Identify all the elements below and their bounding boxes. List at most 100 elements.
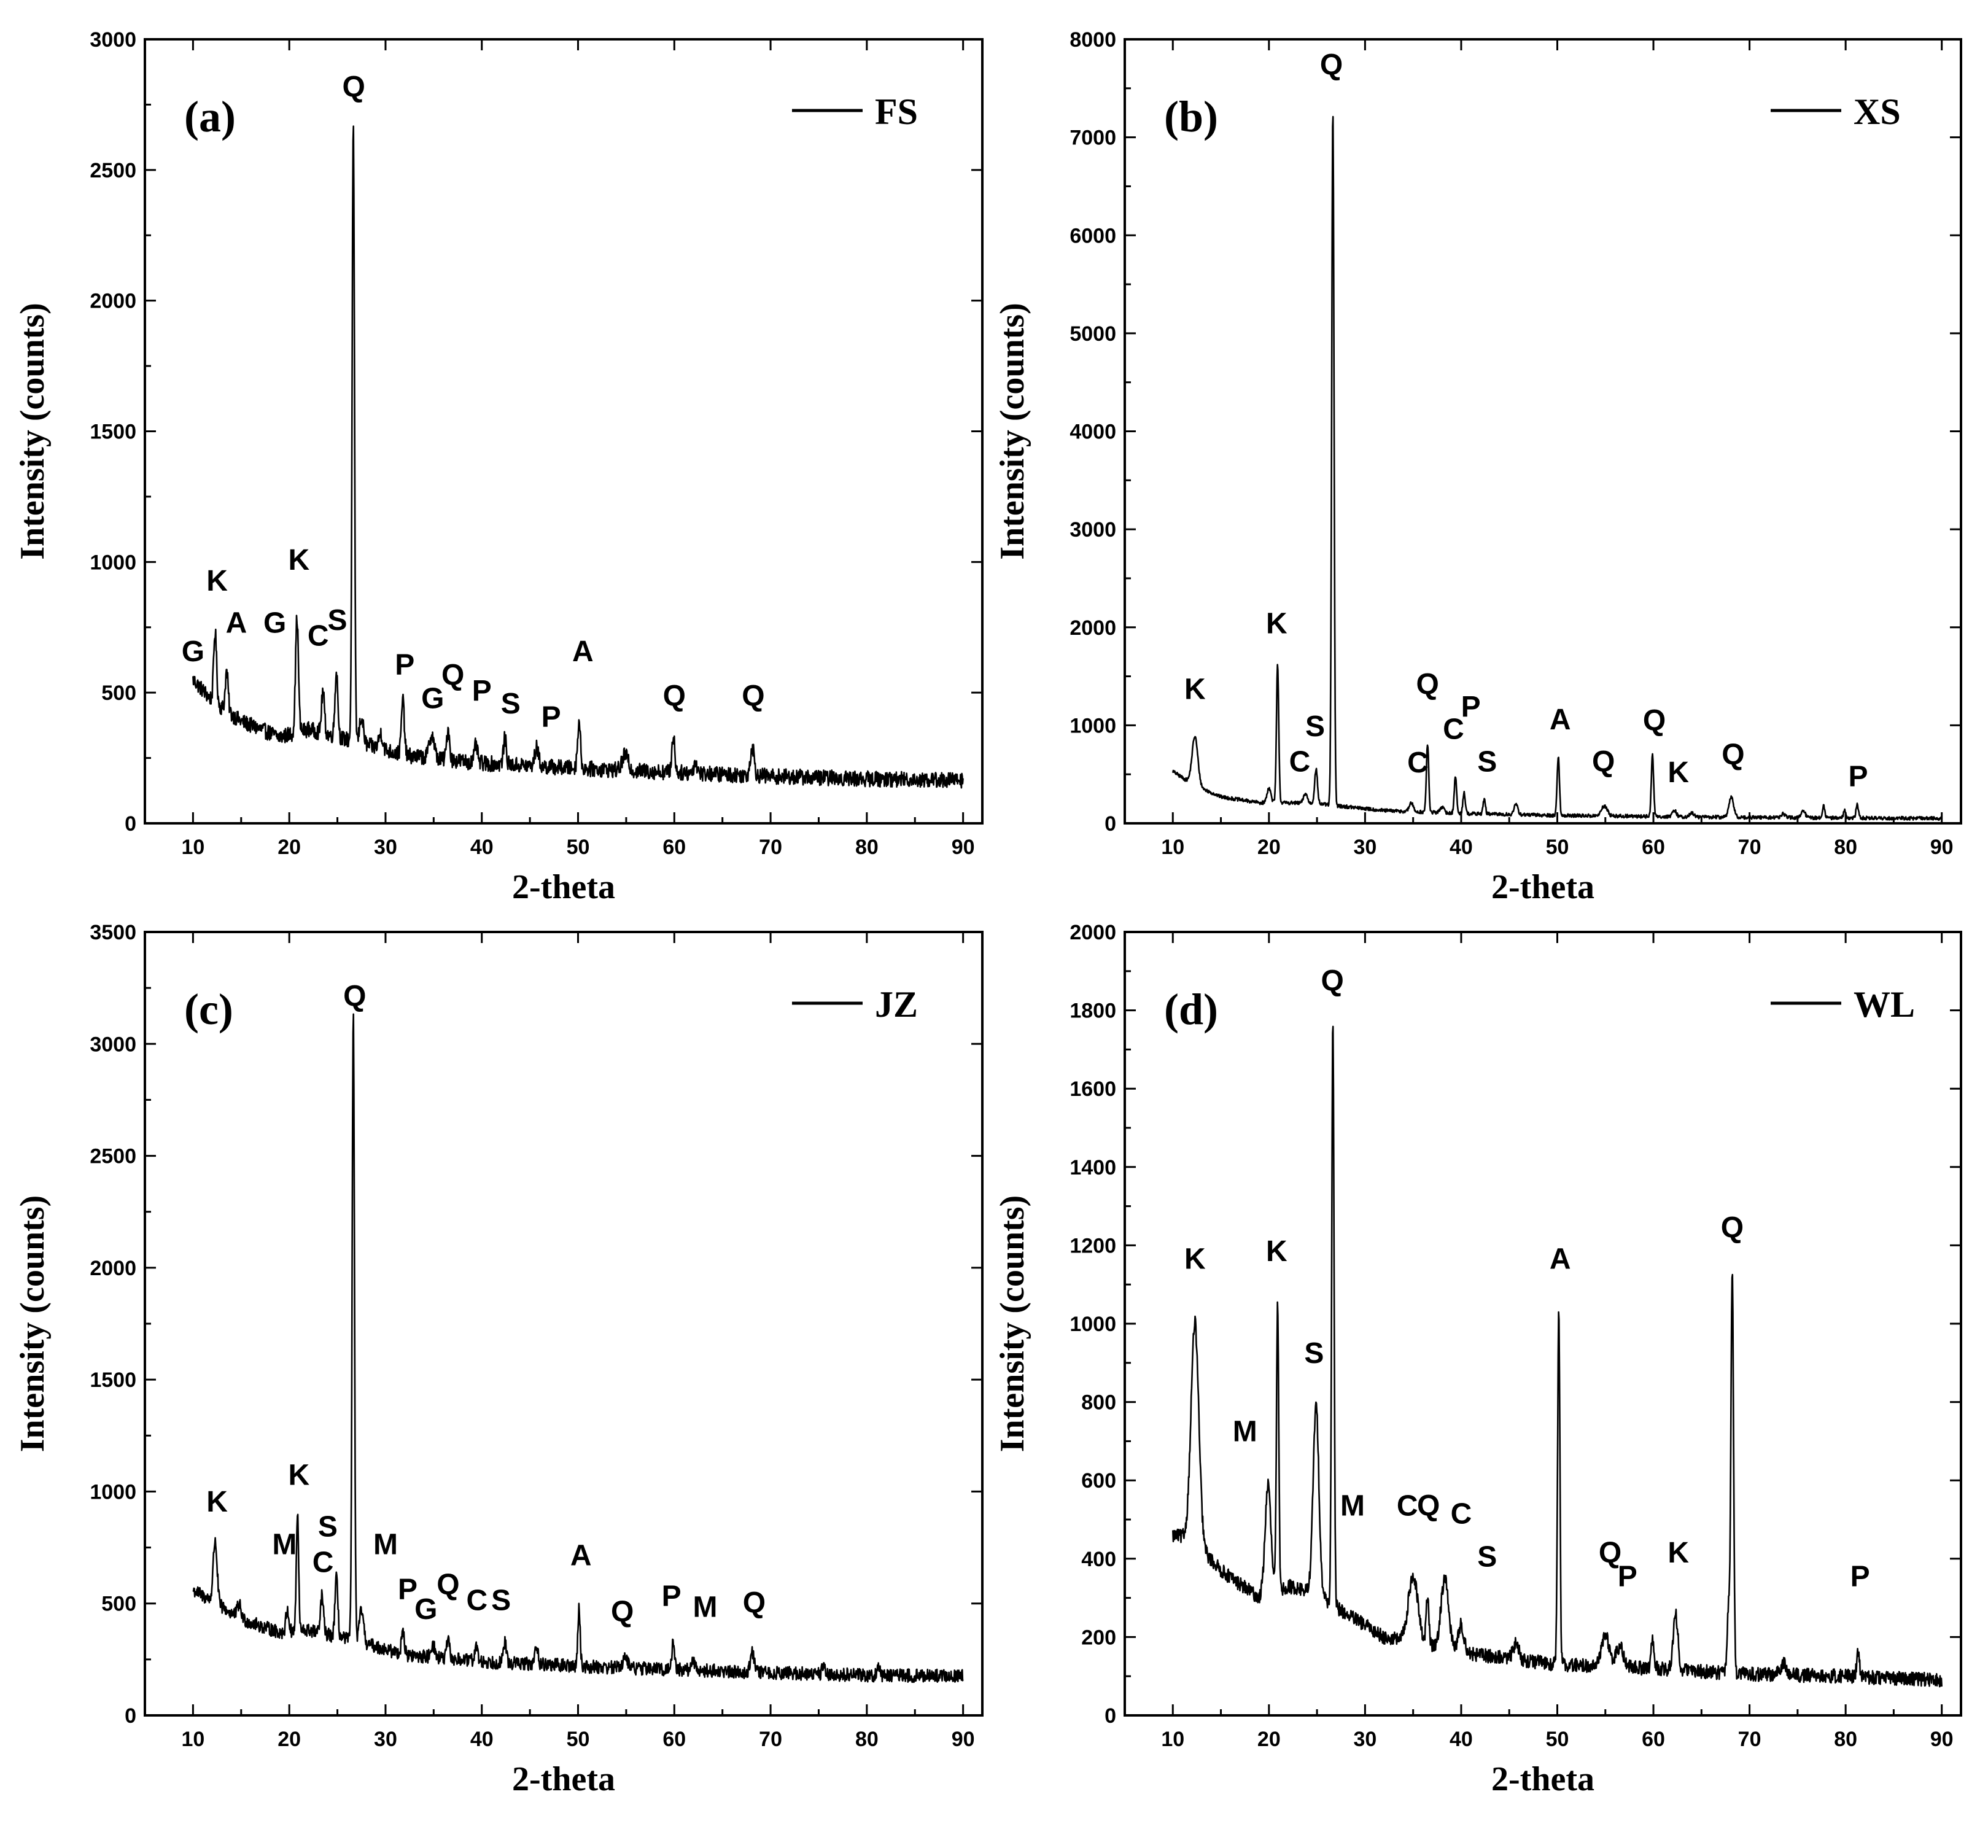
x-tick-label: 70 xyxy=(759,836,782,859)
peak-label: A xyxy=(570,1540,592,1572)
peak-label: K xyxy=(1266,1235,1287,1268)
x-tick-label: 20 xyxy=(1257,836,1281,859)
x-tick-label: 40 xyxy=(1450,836,1473,859)
peak-label: Q xyxy=(437,1569,459,1601)
y-axis-label: Intensity (counts) xyxy=(14,303,52,559)
peak-label: C xyxy=(1289,745,1311,778)
x-tick-label: 10 xyxy=(1161,1728,1184,1751)
y-tick-label: 2000 xyxy=(1070,616,1116,640)
xrd-series-XS xyxy=(1172,115,1943,821)
y-tick-label: 3000 xyxy=(1070,518,1116,542)
peak-label: C xyxy=(1451,1497,1472,1530)
y-tick-label: 1000 xyxy=(90,551,136,574)
peak-label: P xyxy=(1618,1560,1637,1593)
y-tick-label: 400 xyxy=(1081,1548,1116,1571)
peak-label: K xyxy=(289,544,310,577)
y-tick-label: 2500 xyxy=(90,159,136,182)
y-tick-label: 3000 xyxy=(90,1033,136,1056)
panel-label: (c) xyxy=(184,985,233,1034)
y-tick-label: 1200 xyxy=(1070,1234,1116,1257)
y-tick-label: 8000 xyxy=(1070,28,1116,52)
peak-label: Q xyxy=(1416,668,1439,701)
x-tick-label: 50 xyxy=(567,836,590,859)
chart-panel-d: 10 20 30 40 50 60 70 80 90 0 200 400 600 800 1000 1200 1… xyxy=(993,921,1962,1798)
y-tick-label: 7000 xyxy=(1070,126,1116,150)
chart-panel-c: 10 20 30 40 50 60 70 80 90 0 500 1000 1500 2000 2500 30… xyxy=(14,921,984,1798)
peak-label: K xyxy=(206,1486,228,1518)
y-tick-label: 600 xyxy=(1081,1469,1116,1493)
peak-label: Q xyxy=(1592,745,1615,778)
peak-label: S xyxy=(328,604,348,637)
x-tick-label: 40 xyxy=(1450,1728,1473,1751)
x-tick-label: 80 xyxy=(1834,836,1857,859)
peak-label: K xyxy=(1668,1537,1689,1569)
peak-label: Q xyxy=(663,680,686,712)
peak-label: P xyxy=(472,675,492,707)
x-tick-label: 40 xyxy=(470,1728,494,1751)
y-tick-label: 1000 xyxy=(1070,714,1116,737)
peak-label: Q xyxy=(742,680,764,712)
x-tick-label: 30 xyxy=(1353,836,1376,859)
peak-label: A xyxy=(1550,1243,1571,1276)
x-axis-label: 2-theta xyxy=(512,1760,615,1798)
y-tick-label: 0 xyxy=(1105,1704,1116,1728)
y-tick-label: 1400 xyxy=(1070,1156,1116,1179)
peak-label: C xyxy=(308,620,329,653)
x-tick-label: 40 xyxy=(470,836,494,859)
x-tick-label: 30 xyxy=(374,836,397,859)
peak-label: C xyxy=(1407,747,1429,779)
peak-label: S xyxy=(1304,1337,1324,1370)
y-tick-label: 4000 xyxy=(1070,421,1116,444)
peak-label: K xyxy=(1184,1243,1206,1276)
peak-label: Q xyxy=(343,980,366,1012)
peak-label: G xyxy=(421,683,444,715)
panel-label: (b) xyxy=(1164,92,1218,141)
x-tick-label: 30 xyxy=(1353,1728,1376,1751)
peak-label: Q xyxy=(1722,739,1744,771)
x-tick-label: 90 xyxy=(1930,1728,1954,1751)
peak-label: M xyxy=(693,1591,717,1624)
y-tick-label: 3000 xyxy=(90,28,136,52)
y-tick-label: 5000 xyxy=(1070,322,1116,346)
y-tick-label: 2000 xyxy=(90,1257,136,1280)
y-tick-label: 6000 xyxy=(1070,224,1116,247)
y-tick-label: 200 xyxy=(1081,1626,1116,1649)
plot-frame xyxy=(144,38,984,825)
peak-label: C xyxy=(1397,1490,1418,1523)
peak-label: C xyxy=(467,1585,488,1617)
peak-label: M xyxy=(272,1529,297,1561)
peak-label: A xyxy=(1550,704,1571,736)
peak-label: P xyxy=(1848,760,1868,793)
x-tick-label: 20 xyxy=(1257,1728,1281,1751)
peak-label: Q xyxy=(1417,1490,1440,1523)
x-tick-label: 20 xyxy=(278,836,301,859)
y-tick-label: 500 xyxy=(101,1593,136,1616)
x-tick-label: 10 xyxy=(1161,836,1184,859)
peak-label: M xyxy=(1233,1415,1257,1448)
x-tick-label: 90 xyxy=(952,836,975,859)
xrd-series-WL xyxy=(1172,1025,1943,1688)
xrd-series-FS xyxy=(192,125,964,789)
peak-label: M xyxy=(373,1529,398,1561)
peak-label: K xyxy=(1668,756,1689,789)
x-tick-label: 20 xyxy=(278,1728,301,1751)
peak-label: K xyxy=(1184,673,1206,705)
y-tick-label: 1800 xyxy=(1070,1000,1116,1023)
peak-label: S xyxy=(318,1510,338,1543)
peak-label: Q xyxy=(1321,965,1343,998)
peak-label: P xyxy=(1461,691,1481,723)
legend-label: XS xyxy=(1854,91,1901,132)
x-axis-label: 2-theta xyxy=(1491,868,1594,906)
y-axis-label: Intensity (counts) xyxy=(993,303,1031,559)
y-tick-label: 1500 xyxy=(90,421,136,444)
peak-label: Q xyxy=(743,1586,766,1619)
y-tick-label: 2000 xyxy=(1070,921,1116,944)
y-axis-label: Intensity (counts) xyxy=(14,1195,52,1452)
peak-label: A xyxy=(572,635,594,668)
peak-label: Q xyxy=(1599,1537,1621,1569)
peak-label: Q xyxy=(1643,704,1666,737)
peak-label: S xyxy=(1477,745,1497,778)
x-tick-label: 90 xyxy=(1930,836,1954,859)
x-tick-label: 70 xyxy=(1738,836,1761,859)
